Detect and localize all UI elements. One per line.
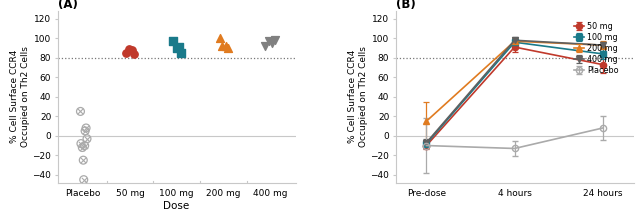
Point: [82, 137, 92, 141]
Y-axis label: % Cell Surface CCR4
Occupied on Th2 Cells: % Cell Surface CCR4 Occupied on Th2 Cell…: [10, 46, 29, 147]
Point: [76, 110, 86, 113]
Point: [80, 129, 90, 133]
Point: [81, 126, 91, 130]
Text: (B): (B): [396, 0, 415, 11]
Point: [77, 146, 88, 149]
Point: [121, 51, 131, 55]
Point: [127, 48, 137, 52]
Point: [269, 38, 280, 42]
X-axis label: Dose: Dose: [163, 201, 189, 211]
Legend: 50 mg, 100 mg, 200 mg, 400 mg, Placebo: 50 mg, 100 mg, 200 mg, 400 mg, Placebo: [571, 18, 622, 78]
Point: [80, 129, 90, 133]
Point: [129, 52, 140, 56]
Point: [168, 39, 178, 43]
Point: [172, 46, 182, 50]
Point: [223, 46, 233, 50]
Point: [267, 41, 277, 45]
Point: [78, 158, 88, 162]
Point: [264, 39, 274, 43]
Point: [176, 51, 186, 55]
Point: [78, 158, 88, 162]
Point: [221, 44, 231, 48]
Point: [76, 142, 86, 145]
Point: [124, 47, 134, 51]
Point: [81, 126, 91, 130]
Y-axis label: % Cell Surface CCR4
Occupied on Th2 Cells: % Cell Surface CCR4 Occupied on Th2 Cell…: [348, 46, 368, 147]
Point: [217, 44, 227, 48]
Point: [174, 45, 184, 49]
Point: [260, 44, 271, 48]
Point: [79, 178, 89, 182]
Point: [76, 110, 86, 113]
Point: [214, 37, 225, 40]
Point: [76, 142, 86, 145]
Point: [79, 178, 89, 182]
Point: [79, 144, 90, 147]
Point: [77, 146, 88, 149]
Point: [82, 137, 92, 141]
Text: (A): (A): [58, 0, 77, 11]
Point: [79, 144, 90, 147]
